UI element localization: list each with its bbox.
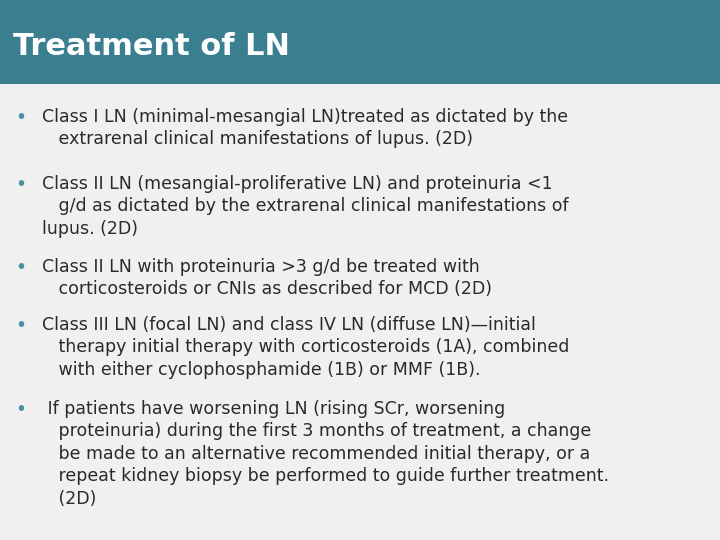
Text: If patients have worsening LN (rising SCr, worsening
   proteinuria) during the : If patients have worsening LN (rising SC… <box>42 400 609 508</box>
Text: Class II LN with proteinuria >3 g/d be treated with
   corticosteroids or CNIs a: Class II LN with proteinuria >3 g/d be t… <box>42 258 492 299</box>
Text: Class II LN (mesangial-proliferative LN) and proteinuria <1
   g/d as dictated b: Class II LN (mesangial-proliferative LN)… <box>42 175 569 238</box>
Text: •: • <box>15 175 26 194</box>
Text: •: • <box>15 108 26 127</box>
Text: •: • <box>15 316 26 335</box>
Text: Class I LN (minimal-mesangial LN)treated as dictated by the
   extrarenal clinic: Class I LN (minimal-mesangial LN)treated… <box>42 108 568 148</box>
Text: Treatment of LN: Treatment of LN <box>13 31 290 60</box>
Text: •: • <box>15 258 26 277</box>
Bar <box>0 0 720 84</box>
Text: Class III LN (focal LN) and class IV LN (diffuse LN)—initial
   therapy initial : Class III LN (focal LN) and class IV LN … <box>42 316 570 379</box>
Text: •: • <box>15 400 26 419</box>
